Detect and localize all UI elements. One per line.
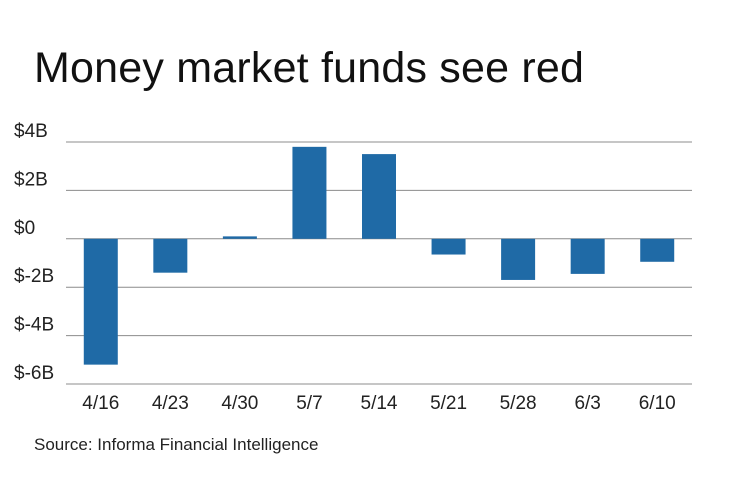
bar-series xyxy=(83,146,675,365)
bar-4-16 xyxy=(83,238,118,365)
x-tick-label: 5/28 xyxy=(500,393,537,414)
y-tick-label: $2B xyxy=(14,169,48,190)
bar-5-28 xyxy=(501,238,536,280)
y-tick-label: $-4B xyxy=(14,315,54,336)
y-tick-label: $0 xyxy=(14,218,35,239)
bar-5-7 xyxy=(292,146,327,239)
chart-title: Money market funds see red xyxy=(34,44,585,92)
x-tick-label: 6/3 xyxy=(574,393,600,414)
x-tick-label: 4/23 xyxy=(152,393,189,414)
y-tick-label: $-2B xyxy=(14,266,54,287)
bar-4-30 xyxy=(222,236,257,239)
y-axis-ticks: $4B $2B $0 $-2B $-4B $-6B xyxy=(14,121,54,384)
x-tick-label: 5/7 xyxy=(296,393,322,414)
source-note: Source: Informa Financial Intelligence xyxy=(34,435,319,454)
x-tick-label: 5/21 xyxy=(430,393,467,414)
y-tick-label: $-6B xyxy=(14,363,54,384)
bar-6-10 xyxy=(640,238,675,262)
bar-4-23 xyxy=(153,238,188,273)
x-tick-label: 4/16 xyxy=(82,393,119,414)
x-tick-label: 4/30 xyxy=(221,393,258,414)
bar-5-14 xyxy=(362,154,396,239)
x-tick-label: 5/14 xyxy=(361,393,398,414)
y-tick-label: $4B xyxy=(14,121,48,142)
x-axis-ticks: 4/16 4/23 4/30 5/7 5/14 5/21 5/28 6/3 6/10 xyxy=(82,393,675,414)
bar-6-3 xyxy=(570,238,605,274)
x-tick-label: 6/10 xyxy=(639,393,676,414)
bar-5-21 xyxy=(431,238,466,255)
